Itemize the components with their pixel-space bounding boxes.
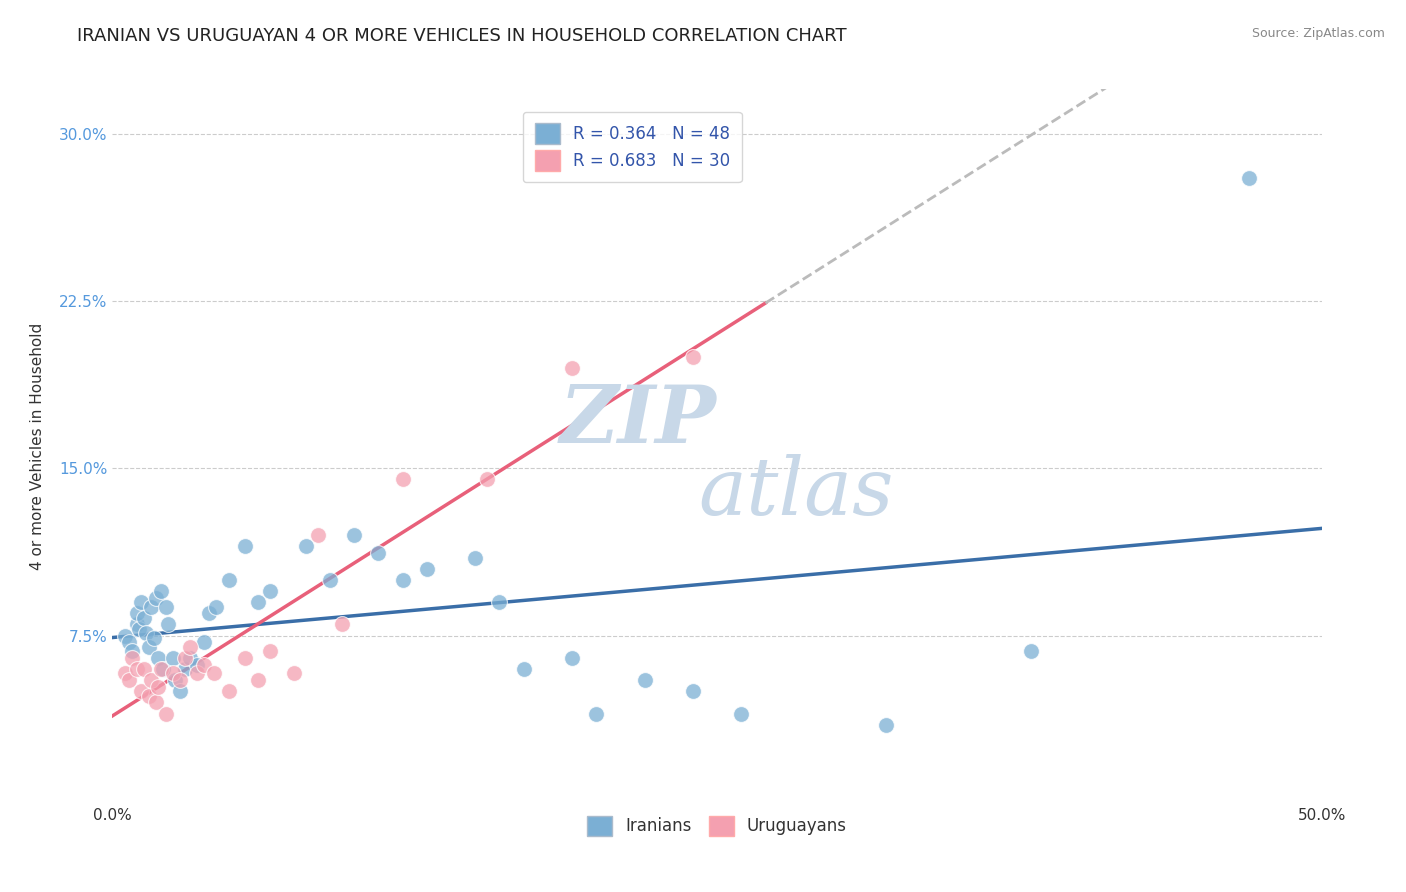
Text: Source: ZipAtlas.com: Source: ZipAtlas.com bbox=[1251, 27, 1385, 40]
Point bbox=[512, 662, 534, 676]
Point bbox=[162, 666, 184, 681]
Point bbox=[218, 573, 240, 587]
Point bbox=[319, 573, 342, 587]
Point bbox=[682, 684, 704, 698]
Point bbox=[169, 673, 191, 687]
Point bbox=[174, 662, 197, 676]
Point bbox=[131, 595, 153, 609]
Point bbox=[416, 562, 439, 576]
Point bbox=[875, 717, 897, 731]
Point bbox=[193, 635, 215, 649]
Point bbox=[259, 583, 281, 598]
Point bbox=[118, 635, 141, 649]
Point bbox=[152, 662, 174, 676]
Point bbox=[193, 657, 215, 672]
Point bbox=[128, 622, 150, 636]
Point bbox=[121, 644, 143, 658]
Point bbox=[121, 651, 143, 665]
Text: ZIP: ZIP bbox=[560, 383, 717, 459]
Legend: Iranians, Uruguayans: Iranians, Uruguayans bbox=[579, 807, 855, 845]
Point bbox=[246, 595, 269, 609]
Point bbox=[135, 626, 157, 640]
Point bbox=[391, 573, 413, 587]
Point bbox=[561, 360, 583, 375]
Point bbox=[218, 684, 240, 698]
Point bbox=[202, 666, 225, 681]
Point bbox=[730, 706, 752, 721]
Point bbox=[131, 684, 153, 698]
Point bbox=[682, 350, 704, 364]
Point bbox=[179, 640, 201, 654]
Point bbox=[165, 673, 187, 687]
Point bbox=[141, 673, 163, 687]
Point bbox=[138, 640, 160, 654]
Point bbox=[132, 662, 155, 676]
Point bbox=[367, 546, 389, 560]
Point bbox=[179, 651, 201, 665]
Point bbox=[162, 651, 184, 665]
Text: atlas: atlas bbox=[697, 454, 893, 531]
Point bbox=[186, 666, 208, 681]
Point bbox=[477, 473, 499, 487]
Point bbox=[198, 607, 221, 621]
Point bbox=[149, 583, 172, 598]
Point bbox=[142, 631, 165, 645]
Point bbox=[343, 528, 366, 542]
Point bbox=[307, 528, 329, 542]
Point bbox=[464, 550, 486, 565]
Point bbox=[138, 689, 160, 703]
Point bbox=[488, 595, 510, 609]
Y-axis label: 4 or more Vehicles in Household: 4 or more Vehicles in Household bbox=[31, 322, 45, 570]
Point bbox=[155, 706, 177, 721]
Point bbox=[157, 617, 180, 632]
Point bbox=[283, 666, 305, 681]
Text: IRANIAN VS URUGUAYAN 4 OR MORE VEHICLES IN HOUSEHOLD CORRELATION CHART: IRANIAN VS URUGUAYAN 4 OR MORE VEHICLES … bbox=[77, 27, 846, 45]
Point bbox=[235, 539, 257, 553]
Point bbox=[145, 591, 167, 605]
Point bbox=[235, 651, 257, 665]
Point bbox=[125, 617, 148, 632]
Point bbox=[125, 662, 148, 676]
Point bbox=[1021, 644, 1043, 658]
Point bbox=[155, 599, 177, 614]
Point bbox=[148, 651, 170, 665]
Point bbox=[141, 599, 163, 614]
Point bbox=[391, 473, 413, 487]
Point bbox=[205, 599, 228, 614]
Point bbox=[633, 673, 655, 687]
Point bbox=[169, 684, 191, 698]
Point bbox=[132, 610, 155, 624]
Point bbox=[148, 680, 170, 694]
Point bbox=[295, 539, 318, 553]
Point bbox=[585, 706, 607, 721]
Point bbox=[114, 666, 136, 681]
Point bbox=[125, 607, 148, 621]
Point bbox=[186, 657, 208, 672]
Point bbox=[259, 644, 281, 658]
Point bbox=[145, 696, 167, 710]
Point bbox=[561, 651, 583, 665]
Point bbox=[114, 628, 136, 642]
Point bbox=[1237, 171, 1260, 186]
Point bbox=[330, 617, 353, 632]
Point bbox=[174, 651, 197, 665]
Point bbox=[149, 662, 172, 676]
Point bbox=[246, 673, 269, 687]
Point bbox=[118, 673, 141, 687]
